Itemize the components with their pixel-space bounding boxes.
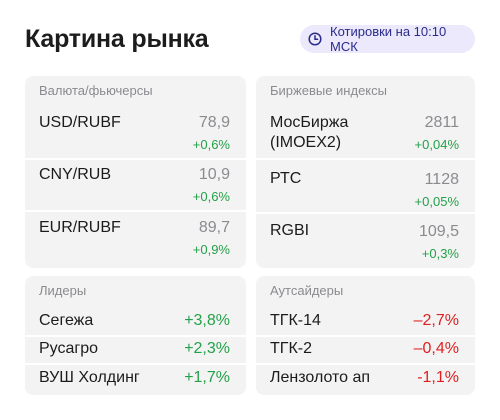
index-name[interactable]: RGBI	[270, 222, 310, 239]
outsiders-panel: Аутсайдеры ТГК-14 –2,7% ТГК-2 –0,4% Ленз…	[256, 276, 475, 395]
leader-change: +2,3%	[184, 340, 230, 357]
currency-panel-heading: Валюта/фьючерсы	[39, 83, 153, 98]
index-change: +0,04%	[414, 137, 459, 152]
outsider-name[interactable]: ТГК-2	[270, 340, 312, 357]
currency-name[interactable]: CNY/RUB	[39, 166, 112, 183]
leaders-panel-heading: Лидеры	[39, 283, 87, 298]
currency-price: 89,7	[198, 219, 230, 236]
currency-change: +0,9%	[192, 242, 230, 257]
outsider-name[interactable]: ТГК-14	[270, 312, 321, 329]
indices-panel-heading: Биржевые индексы	[270, 83, 387, 98]
currency-name[interactable]: USD/RUBF	[39, 114, 121, 131]
index-change: +0,3%	[421, 246, 459, 261]
leader-change: +3,8%	[184, 312, 230, 329]
row-divider	[256, 363, 475, 365]
currency-price: 78,9	[198, 114, 230, 131]
outsider-change: –2,7%	[413, 312, 459, 329]
indices-panel: Биржевые индексы МосБиржа (IMOEX2) 2811 …	[256, 76, 475, 268]
row-divider	[25, 158, 246, 160]
clock-icon	[308, 32, 322, 46]
row-divider	[25, 210, 246, 212]
index-name[interactable]: МосБиржа (IMOEX2)	[270, 114, 349, 151]
leader-change: +1,7%	[184, 369, 230, 386]
index-name[interactable]: РТС	[270, 170, 302, 187]
row-divider	[25, 335, 246, 337]
currency-change: +0,6%	[192, 137, 230, 152]
quotes-time-label: Котировки на 10:10 МСК	[330, 24, 447, 54]
index-change: +0,05%	[414, 194, 459, 209]
leader-name[interactable]: Русагро	[39, 340, 99, 357]
index-price: 109,5	[418, 223, 459, 240]
currency-name[interactable]: EUR/RUBF	[39, 219, 121, 236]
quotes-time-badge: Котировки на 10:10 МСК	[300, 24, 475, 54]
index-price: 2811	[424, 114, 459, 131]
row-divider	[256, 158, 475, 160]
currency-change: +0,6%	[192, 189, 230, 204]
leader-name[interactable]: ВУШ Холдинг	[39, 369, 140, 386]
outsider-change: –0,4%	[413, 340, 459, 357]
outsider-change: -1,1%	[417, 369, 459, 386]
leader-name[interactable]: Сегежа	[39, 312, 94, 329]
row-divider	[256, 212, 475, 214]
page-title: Картина рынка	[25, 25, 209, 53]
row-divider	[25, 363, 246, 365]
index-price: 1128	[424, 171, 459, 188]
row-divider	[256, 335, 475, 337]
leaders-panel: Лидеры Сегежа +3,8% Русагро +2,3% ВУШ Хо…	[25, 276, 246, 395]
currency-price: 10,9	[198, 166, 230, 183]
outsider-name[interactable]: Лензолото ап	[270, 369, 371, 386]
currency-panel: Валюта/фьючерсы USD/RUBF 78,9 +0,6% CNY/…	[25, 76, 246, 268]
outsiders-panel-heading: Аутсайдеры	[270, 283, 344, 298]
